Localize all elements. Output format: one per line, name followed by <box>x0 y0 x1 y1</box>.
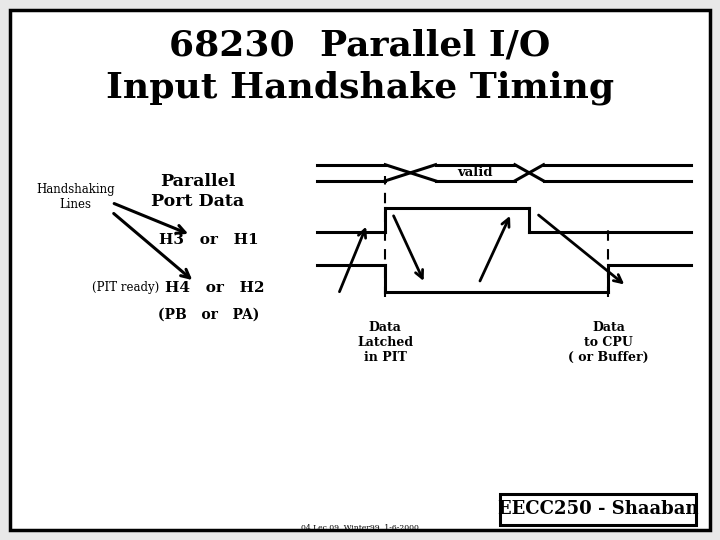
Text: H3   or   H1: H3 or H1 <box>159 233 258 247</box>
Text: H4   or   H2: H4 or H2 <box>165 281 264 295</box>
Text: Data
Latched
in PIT: Data Latched in PIT <box>357 321 413 365</box>
Text: valid: valid <box>457 166 493 179</box>
Text: Parallel
Port Data: Parallel Port Data <box>151 173 245 210</box>
Text: 04 Lec 09  Winter99  1-6-2000: 04 Lec 09 Winter99 1-6-2000 <box>301 524 419 532</box>
Text: 68230  Parallel I/O: 68230 Parallel I/O <box>169 29 551 63</box>
Text: (PIT ready): (PIT ready) <box>92 281 160 294</box>
FancyBboxPatch shape <box>10 10 710 530</box>
Text: Data
to CPU
( or Buffer): Data to CPU ( or Buffer) <box>568 321 649 365</box>
Text: Input Handshake Timing: Input Handshake Timing <box>106 70 614 105</box>
Text: Handshaking
Lines: Handshaking Lines <box>36 183 115 211</box>
Text: (PB   or   PA): (PB or PA) <box>158 307 259 321</box>
Bar <box>500 494 696 525</box>
Text: EECC250 - Shaaban: EECC250 - Shaaban <box>498 500 698 518</box>
